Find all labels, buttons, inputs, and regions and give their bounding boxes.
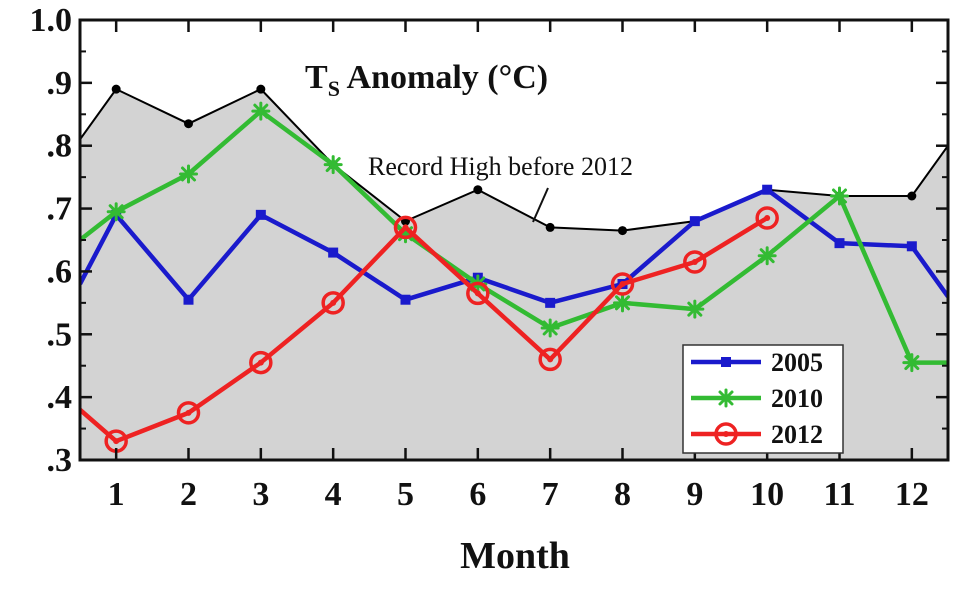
marker-circle-center (113, 438, 120, 445)
marker-square (400, 294, 411, 305)
marker-circle (176, 401, 201, 425)
marker-circle (714, 422, 738, 446)
record-high-point (256, 84, 266, 94)
marker-star (540, 318, 560, 338)
chart-title-main: T (305, 59, 328, 96)
marker-square (834, 238, 845, 249)
record-high-pointer (532, 187, 549, 223)
chart-title: TS Anomaly (°C) (305, 59, 548, 101)
marker-star (106, 202, 126, 222)
marker-circle (683, 250, 707, 274)
x-tick-label: 4 (325, 476, 342, 513)
x-tick-label: 8 (614, 476, 631, 513)
marker-star (613, 293, 632, 313)
x-axis-label: Month (460, 535, 570, 577)
marker-square (721, 357, 731, 367)
x-tick-label: 6 (469, 476, 486, 513)
marker-circle-center (723, 431, 729, 437)
x-tick-label: 9 (686, 476, 703, 513)
y-tick-label: 1.0 (30, 2, 73, 39)
marker-square (255, 209, 266, 220)
record-high-label: Record High before 2012 (368, 152, 633, 181)
y-tick-label: .4 (47, 379, 73, 416)
marker-star (323, 155, 343, 175)
marker-circle (249, 350, 273, 375)
y-tick-label: .3 (47, 442, 73, 479)
chart-title-rest: Anomaly (°C) (340, 59, 548, 96)
record-high-point (473, 185, 483, 195)
marker-star (251, 101, 271, 121)
marker-circle-center (691, 259, 698, 265)
x-tick-label: 1 (108, 476, 125, 513)
marker-circle (610, 272, 635, 296)
marker-circle-center (402, 224, 409, 231)
marker-square (183, 294, 194, 305)
legend-label-2010: 2010 (771, 384, 823, 413)
marker-square (689, 216, 700, 227)
record-high-point (907, 191, 917, 201)
record-high-line (80, 87, 948, 232)
y-tick-label: .7 (47, 191, 73, 228)
marker-circle-center (547, 356, 554, 363)
marker-circle-center (257, 359, 264, 366)
marker-square (328, 247, 339, 258)
marker-circle-center (764, 215, 771, 221)
series-line-2010 (80, 108, 948, 365)
marker-circle-center (474, 290, 481, 297)
y-tick-label: .9 (47, 65, 73, 102)
marker-circle (755, 206, 779, 230)
legend: 2005 2010 2012 (682, 344, 844, 454)
y-tick-label: .5 (47, 316, 73, 353)
marker-star (179, 164, 198, 184)
record-high-point (545, 222, 555, 232)
marker-star (685, 299, 705, 319)
x-tick-label: 11 (823, 476, 855, 513)
x-tick-label: 2 (180, 476, 197, 513)
marker-square (762, 184, 773, 195)
annotations: Record High before 2012 (368, 152, 633, 223)
x-tick-label: 10 (750, 476, 784, 513)
marker-circle (538, 347, 562, 372)
x-tick-label: 3 (252, 476, 269, 513)
marker-square (545, 297, 556, 308)
legend-label-2012: 2012 (771, 420, 823, 449)
tick-labels: .3.4.5.6.7.8.91.01 2 3 4 5 6 7 8 9 10 11 12 (30, 2, 929, 513)
legend-label-2005: 2005 (771, 348, 823, 377)
tick-marks (80, 18, 948, 462)
series-line-2005 (80, 187, 948, 306)
marker-square (906, 241, 917, 252)
marker-circle (321, 291, 345, 315)
record-high-point (111, 84, 121, 94)
marker-circle-center (330, 299, 337, 306)
x-tick-label: 7 (542, 476, 559, 513)
record-high-point (184, 119, 193, 129)
marker-circle (466, 281, 490, 306)
x-tick-label: 5 (397, 476, 414, 513)
marker-star (716, 388, 736, 408)
y-tick-label: .6 (47, 253, 73, 290)
marker-circle-center (619, 281, 626, 287)
marker-star (757, 246, 777, 266)
chart-title-subscript: S (328, 76, 340, 101)
marker-star (830, 186, 849, 206)
marker-circle-center (185, 409, 192, 416)
series-2012 (80, 206, 779, 453)
record-high-point (618, 226, 627, 236)
marker-circle (393, 215, 418, 240)
marker-star (902, 353, 922, 373)
x-tick-label: 12 (895, 476, 929, 513)
y-tick-label: .8 (47, 128, 73, 165)
